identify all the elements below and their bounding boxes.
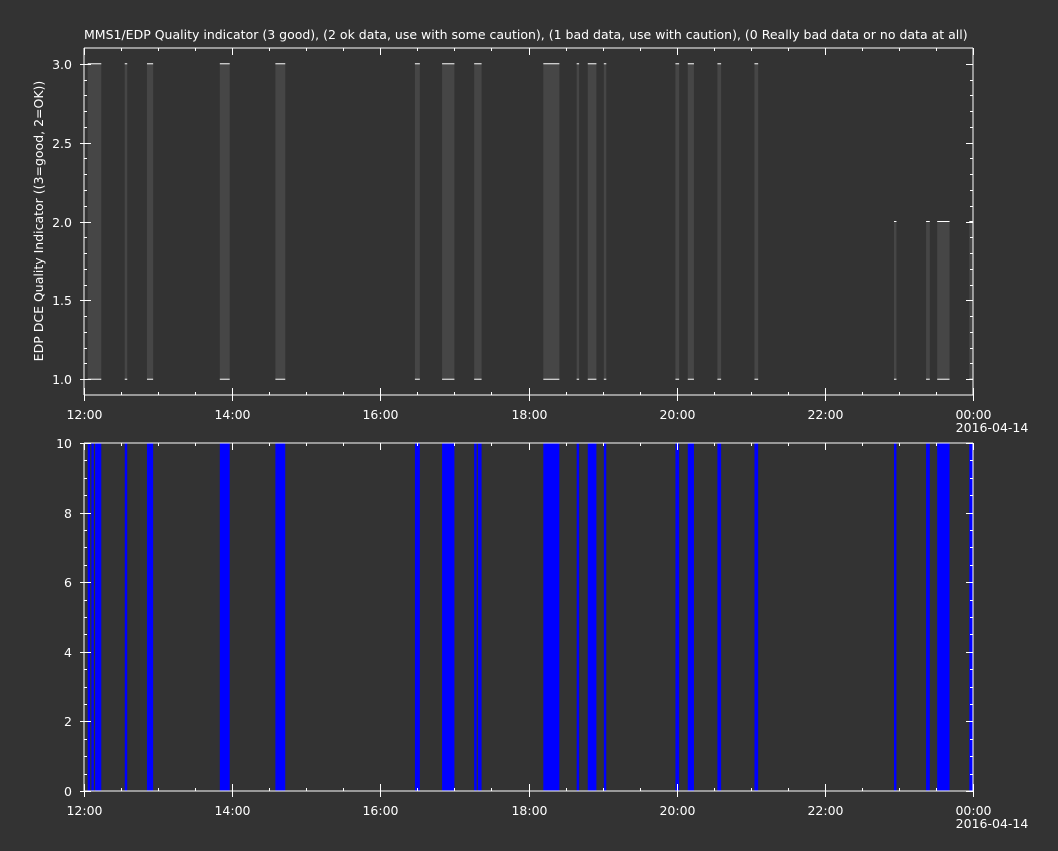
coverage-axes: 0 2 4 6 8 10 12:00 14:00 16:00 18:00 20:00 22:00 00:…	[56, 436, 1028, 831]
quality-bar	[603, 63, 607, 380]
quality-bar	[474, 63, 482, 380]
coverage-bar	[926, 443, 930, 791]
coverage-bar	[587, 443, 597, 791]
quality-bar	[587, 63, 597, 380]
x-tick-label: 18:00	[511, 407, 547, 422]
quality-bar	[687, 63, 694, 380]
coverage-bar	[442, 443, 455, 791]
x-tick-label: 00:00	[955, 803, 991, 818]
panel-quality-indicator: 1.0 1.5 2.0 2.5 3.0 12:00 14:00 16:00 18:00 20:00…	[52, 47, 1029, 435]
quality-bar	[124, 63, 128, 380]
y-axis-label: EDP DCE Quality Indicator ((3=good, 2=OK…	[31, 81, 46, 362]
x-tick-label: 18:00	[511, 803, 547, 818]
quality-bar	[219, 63, 230, 380]
coverage-bars	[87, 443, 973, 791]
quality-bar	[576, 63, 580, 380]
y-tick-label: 2.5	[52, 136, 72, 151]
x-tick-label: 22:00	[807, 803, 843, 818]
coverage-bar	[146, 443, 154, 791]
y-tick-label: 2.0	[52, 215, 72, 230]
coverage-bar	[414, 443, 420, 791]
quality-bar	[87, 63, 102, 380]
quality-bars	[87, 63, 973, 380]
quality-bar	[442, 63, 455, 380]
coverage-bar	[603, 443, 607, 791]
quality-axes: 1.0 1.5 2.0 2.5 3.0 12:00 14:00 16:00 18:00 20:00…	[52, 47, 1029, 435]
date-label: 2016-04-14	[956, 420, 1029, 435]
y-tick-label: 8	[64, 506, 72, 521]
quality-bar	[937, 221, 950, 380]
y-tick-label: 2	[64, 714, 72, 729]
coverage-bar	[219, 443, 230, 791]
quality-bar	[754, 63, 759, 380]
quality-bar	[146, 63, 154, 380]
y-tick-label: 1.0	[52, 372, 72, 387]
y-tick-label: 4	[64, 645, 72, 660]
date-label: 2016-04-14	[956, 816, 1029, 831]
coverage-bar	[687, 443, 694, 791]
coverage-bar	[95, 443, 102, 791]
x-tick-label: 16:00	[362, 407, 398, 422]
coverage-bar	[124, 443, 128, 791]
y-tick-label: 1.5	[52, 293, 72, 308]
y-tick-label: 3.0	[52, 57, 72, 72]
x-tick-label: 20:00	[659, 407, 695, 422]
coverage-bar	[576, 443, 580, 791]
coverage-bar	[275, 443, 286, 791]
coverage-bar	[474, 443, 477, 791]
x-tick-label: 12:00	[66, 803, 102, 818]
x-tick-label: 14:00	[214, 407, 250, 422]
quality-bar	[717, 63, 722, 380]
quality-bar	[414, 63, 420, 380]
quality-bar	[275, 63, 286, 380]
panel-data-coverage: 0 2 4 6 8 10 12:00 14:00 16:00 18:00 20:00 22:00 00:…	[56, 436, 1028, 831]
coverage-bar	[937, 443, 950, 791]
chart-title: MMS1/EDP Quality indicator (3 good), (2 …	[84, 27, 968, 42]
quality-bar	[926, 221, 930, 380]
coverage-bar	[91, 443, 94, 791]
quality-bar	[543, 63, 560, 380]
coverage-bar	[717, 443, 722, 791]
x-tick-label: 20:00	[659, 803, 695, 818]
y-tick-label: 6	[64, 575, 72, 590]
y-tick-label: 0	[64, 784, 72, 799]
x-tick-label: 00:00	[955, 407, 991, 422]
coverage-bar	[543, 443, 560, 791]
x-tick-label: 22:00	[807, 407, 843, 422]
quality-bar	[675, 63, 680, 380]
x-tick-label: 14:00	[214, 803, 250, 818]
coverage-bar	[754, 443, 759, 791]
x-tick-label: 12:00	[66, 407, 102, 422]
quality-bar	[893, 221, 897, 380]
coverage-bar	[893, 443, 897, 791]
x-tick-label: 16:00	[362, 803, 398, 818]
coverage-bar	[477, 443, 482, 791]
y-tick-label: 10	[56, 436, 72, 451]
coverage-bar	[675, 443, 680, 791]
coverage-bar	[87, 443, 91, 791]
